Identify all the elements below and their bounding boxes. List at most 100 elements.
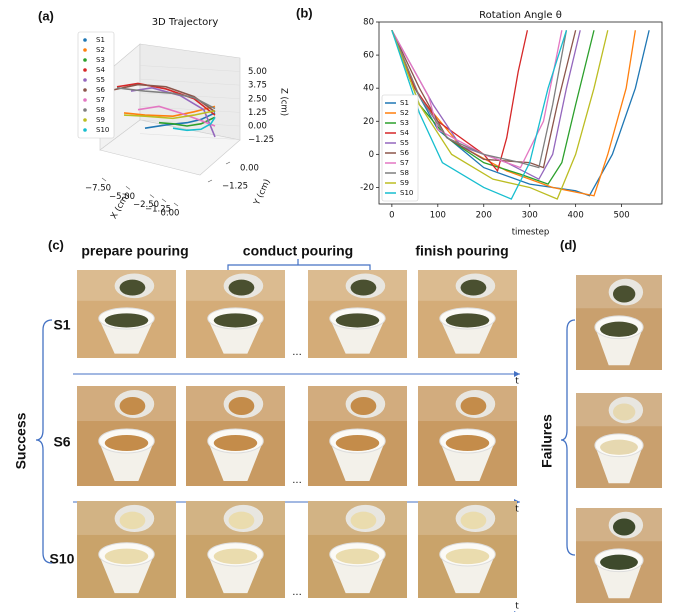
- ellipsis: ...: [292, 347, 302, 358]
- panel-label: (c): [48, 237, 64, 252]
- tick-mark: [174, 203, 178, 206]
- cup-content: [214, 549, 258, 565]
- legend-marker: [83, 78, 87, 82]
- brace: [561, 320, 575, 555]
- cup-content: [446, 435, 490, 451]
- dispenser-content: [229, 397, 255, 415]
- y-tick-label: 0: [369, 150, 374, 160]
- legend-label: S2: [96, 46, 105, 54]
- row-label: S1: [53, 317, 70, 333]
- time-label: t: [515, 602, 519, 612]
- cup-content: [336, 435, 380, 451]
- dispenser-content: [229, 512, 255, 529]
- dispenser-content: [613, 518, 635, 535]
- stage-header: finish pouring: [415, 243, 508, 259]
- x-tick-label: −7.50: [85, 184, 111, 194]
- legend-label: S7: [400, 159, 409, 167]
- legend-marker: [83, 68, 87, 72]
- tick-mark: [150, 195, 154, 198]
- row-label: S6: [53, 434, 70, 450]
- z-tick-label: 2.50: [248, 94, 267, 104]
- x-tick-label: 200: [476, 211, 492, 221]
- tick-mark: [162, 199, 166, 202]
- panel-label: (a): [38, 8, 54, 23]
- legend-label: S5: [400, 139, 409, 147]
- ellipsis: ...: [292, 475, 302, 486]
- dispenser-content: [613, 285, 635, 302]
- tick-mark: [126, 186, 130, 189]
- row-label: S10: [50, 551, 75, 567]
- dispenser-content: [120, 512, 146, 529]
- z-tick-label: 3.75: [248, 81, 267, 91]
- tick-mark: [208, 180, 212, 182]
- chart-title: 3D Trajectory: [152, 17, 219, 28]
- dispenser-content: [120, 280, 146, 296]
- z-tick-label: 0.00: [248, 122, 267, 132]
- brace: [36, 320, 52, 563]
- cup-content: [600, 322, 638, 337]
- chart-title: Rotation Angle θ: [479, 10, 562, 21]
- stage-header: prepare pouring: [81, 243, 188, 259]
- tick-mark: [226, 162, 230, 164]
- legend-label: S7: [96, 96, 105, 104]
- cup-content: [600, 440, 638, 455]
- legend-label: S9: [400, 179, 409, 187]
- figure: (a) (b) (c) (d) prepare pouring conduct …: [0, 0, 691, 612]
- dispenser-content: [613, 403, 635, 420]
- legend-label: S2: [400, 109, 409, 117]
- cup-content: [105, 549, 149, 565]
- time-label: t: [515, 377, 519, 387]
- y-tick-label: 20: [363, 117, 374, 127]
- panel-label: (d): [560, 237, 577, 252]
- series-line: [392, 30, 594, 184]
- panel-label: (b): [296, 5, 313, 20]
- x-tick-label: 400: [568, 211, 584, 221]
- x-tick-label: 0.00: [161, 209, 180, 219]
- cup-content: [214, 435, 258, 451]
- x-tick-label: 300: [522, 211, 538, 221]
- legend-marker: [83, 108, 87, 112]
- legend-marker: [83, 48, 87, 52]
- legend-marker: [83, 118, 87, 122]
- z-tick-label: 5.00: [248, 67, 267, 77]
- legend-label: S4: [96, 66, 105, 74]
- legend-marker: [83, 58, 87, 62]
- legend-label: S10: [400, 189, 413, 197]
- legend-label: S6: [400, 149, 409, 157]
- legend-marker: [83, 38, 87, 42]
- cup-content: [105, 313, 149, 327]
- legend-marker: [83, 88, 87, 92]
- y-tick-label: -20: [360, 183, 374, 193]
- cup-content: [446, 549, 490, 565]
- dispenser-content: [461, 512, 487, 529]
- y-tick-label: 60: [363, 51, 374, 61]
- legend-label: S3: [96, 56, 105, 64]
- axis-label: timestep: [512, 228, 550, 238]
- legend-label: S4: [400, 129, 409, 137]
- z-tick-label: −1.25: [248, 135, 274, 145]
- legend-label: S1: [96, 36, 105, 44]
- y-tick-label: 0.00: [240, 164, 259, 174]
- dispenser-content: [229, 280, 255, 296]
- cup-content: [600, 555, 638, 570]
- x-tick-label: 500: [613, 211, 629, 221]
- time-label: t: [515, 505, 519, 515]
- tick-mark: [102, 178, 106, 181]
- legend-label: S8: [96, 106, 105, 114]
- y-tick-label: 40: [363, 84, 374, 94]
- cup-content: [336, 549, 380, 565]
- legend-label: S10: [96, 126, 109, 134]
- legend-label: S9: [96, 116, 105, 124]
- legend-marker: [83, 98, 87, 102]
- cup-content: [336, 313, 380, 327]
- z-tick-label: 1.25: [248, 108, 267, 118]
- axis-label: Y (cm): [252, 178, 273, 208]
- dispenser-content: [461, 280, 487, 296]
- dispenser-content: [461, 397, 487, 415]
- stage-header: conduct pouring: [243, 243, 353, 259]
- cup-content: [214, 313, 258, 327]
- dispenser-content: [351, 280, 377, 296]
- dispenser-content: [351, 512, 377, 529]
- legend-label: S1: [400, 99, 409, 107]
- photos: [73, 270, 662, 612]
